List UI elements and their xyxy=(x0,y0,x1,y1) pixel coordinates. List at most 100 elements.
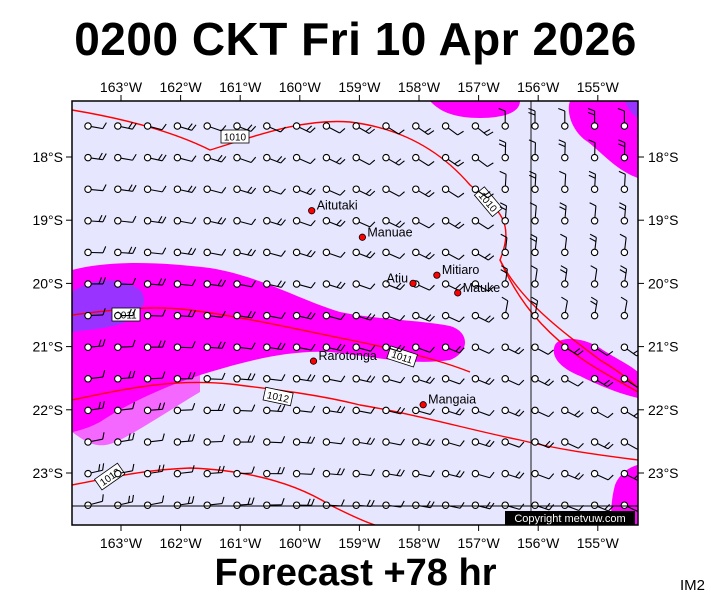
wind-barb xyxy=(561,501,584,511)
island-marker: Mauke xyxy=(454,281,500,297)
wind-barb xyxy=(441,311,465,323)
wind-barb xyxy=(292,248,316,258)
wind-barb xyxy=(561,343,584,356)
wind-barb xyxy=(173,153,197,162)
island-dot xyxy=(309,357,318,365)
lon-tick-label: 155°W xyxy=(577,79,620,95)
island-label: Manuae xyxy=(367,225,412,239)
wind-barb xyxy=(590,406,614,419)
lat-tick-label: 21°S xyxy=(32,339,63,355)
wind-barb xyxy=(588,139,599,162)
wind-barb xyxy=(559,170,569,193)
wind-barb xyxy=(322,248,346,258)
wind-barbs xyxy=(84,107,638,513)
lat-axis-right: 18°S 19°S 20°S 21°S 22°S 23°S xyxy=(638,149,679,481)
wind-barb xyxy=(84,432,105,446)
lon-tick-label: 155°W xyxy=(577,535,620,551)
island-label: Atiu xyxy=(386,271,408,285)
wind-barb xyxy=(203,310,226,320)
wind-barb xyxy=(619,265,629,288)
wind-barb xyxy=(263,497,285,509)
island-marker: Mitiaro xyxy=(433,263,480,279)
wind-barb xyxy=(589,202,599,225)
wind-barb xyxy=(84,339,106,351)
lon-tick-label: 160°W xyxy=(279,535,322,551)
wind-barb xyxy=(441,343,465,354)
wind-barb xyxy=(471,469,495,479)
wind-barb xyxy=(84,184,107,193)
lat-tick-label: 20°S xyxy=(648,275,679,291)
wind-barb xyxy=(620,501,638,513)
wind-barb xyxy=(587,107,599,130)
wind-barb xyxy=(500,233,509,257)
wind-barb xyxy=(203,217,227,225)
wind-barb xyxy=(173,434,195,446)
wind-barb xyxy=(173,465,195,478)
island-label: Rarotonga xyxy=(319,349,377,363)
wind-barb xyxy=(471,248,495,261)
wind-barb xyxy=(263,280,286,288)
lon-tick-label: 158°W xyxy=(398,79,441,95)
lat-tick-label: 21°S xyxy=(648,339,679,355)
wind-barb xyxy=(84,401,105,415)
lon-tick-label: 156°W xyxy=(517,79,560,95)
wind-barb xyxy=(412,469,435,478)
wind-barb xyxy=(382,311,406,322)
wind-barb xyxy=(501,343,525,355)
wind-barb xyxy=(84,308,106,320)
precip-south-east xyxy=(611,465,638,525)
wind-barb xyxy=(501,501,525,510)
wind-barb xyxy=(531,343,554,355)
wind-barb xyxy=(114,432,135,446)
wind-barb xyxy=(292,498,315,509)
wind-barb xyxy=(322,280,346,290)
wind-barb xyxy=(559,202,569,225)
wind-barb xyxy=(352,437,376,446)
wind-barb xyxy=(528,139,539,162)
wind-barb xyxy=(531,406,555,418)
wind-barb xyxy=(84,122,107,130)
wind-barb xyxy=(499,202,509,225)
lon-tick-label: 157°W xyxy=(458,79,501,95)
wind-barb xyxy=(412,122,435,135)
wind-barb xyxy=(292,467,315,478)
copyright-box: Copyright metvuw.com xyxy=(505,511,635,525)
wind-barb xyxy=(173,217,197,225)
wind-barb xyxy=(501,469,525,479)
wind-barb xyxy=(412,185,435,198)
lon-tick-label: 160°W xyxy=(279,79,322,95)
wind-barb xyxy=(382,375,406,384)
wind-barb xyxy=(590,343,614,356)
wind-barb xyxy=(412,438,435,447)
island-marker: Manuae xyxy=(358,225,413,241)
wind-barb xyxy=(412,406,435,415)
wind-barb xyxy=(173,247,197,257)
precip-top-right xyxy=(430,101,520,118)
wind-barb xyxy=(233,497,255,509)
wind-barb xyxy=(352,153,376,166)
wind-barb xyxy=(263,436,286,446)
wind-barb xyxy=(617,107,629,130)
wind-barb xyxy=(561,438,584,449)
wind-barb xyxy=(203,465,225,478)
island-label: Mitiaro xyxy=(442,263,480,277)
wind-barb xyxy=(173,122,197,131)
lon-tick-label: 157°W xyxy=(458,535,501,551)
wind-barb xyxy=(412,248,435,260)
lon-tick-label: 161°W xyxy=(219,535,262,551)
island-label: Mangaia xyxy=(428,393,476,407)
wind-barb xyxy=(382,406,406,415)
wind-barb xyxy=(382,185,405,197)
wind-barb xyxy=(620,296,629,320)
wind-barb xyxy=(263,122,286,133)
wind-barb xyxy=(143,247,167,257)
wind-barb xyxy=(412,217,435,229)
wind-barb xyxy=(412,153,435,167)
wind-barb xyxy=(352,343,376,352)
wind-barb xyxy=(471,406,495,417)
wind-barb xyxy=(529,233,539,257)
wind-barb xyxy=(590,438,614,450)
wind-barb xyxy=(441,122,464,136)
wind-barb xyxy=(499,170,509,193)
wind-barb xyxy=(352,248,376,259)
